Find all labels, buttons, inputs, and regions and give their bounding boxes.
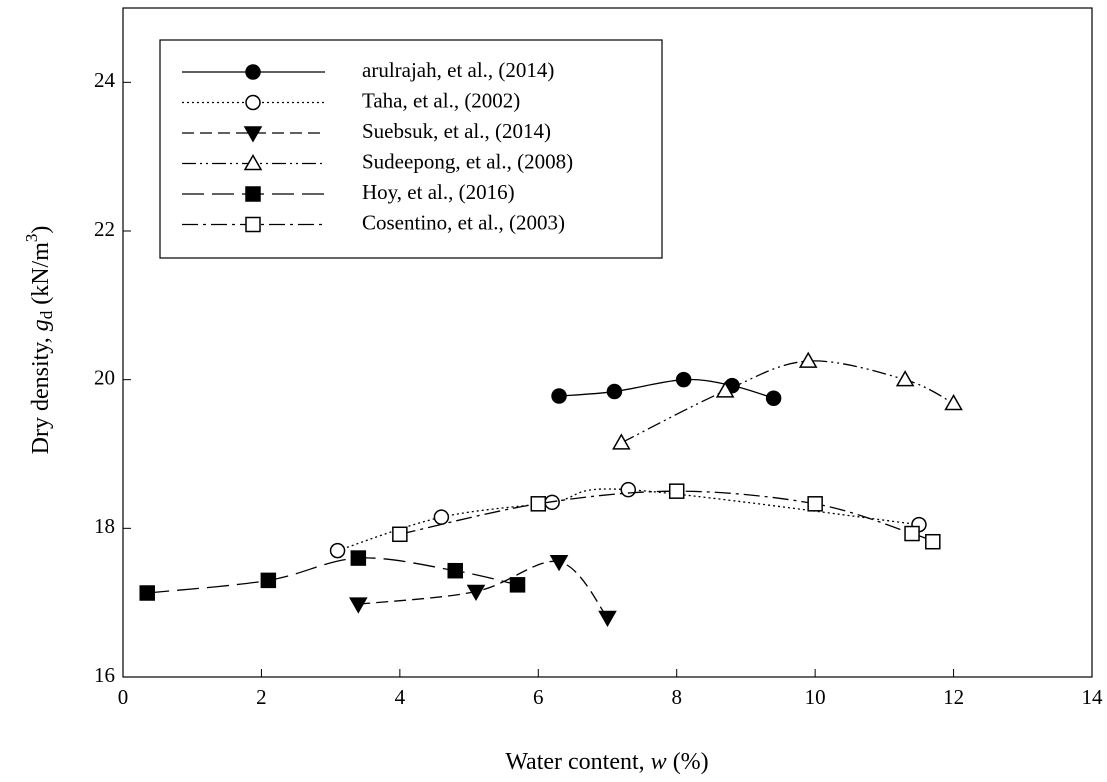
marker xyxy=(447,562,463,579)
legend-label: Hoy, et al., (2016) xyxy=(362,180,515,204)
y-label-part: Dry density, xyxy=(28,331,54,454)
y-label-part: (kN/m xyxy=(28,242,54,311)
x-tick-label: 10 xyxy=(805,685,826,709)
marker xyxy=(612,433,631,450)
marker xyxy=(466,584,486,602)
series-line xyxy=(337,488,920,552)
x-axis-label: Water content, w (%) xyxy=(505,749,708,775)
marker xyxy=(329,542,346,559)
marker xyxy=(620,481,637,498)
legend-label: Suebsuk, et al., (2014) xyxy=(362,119,551,143)
x-label-part: Water content, xyxy=(505,749,650,775)
marker xyxy=(598,610,617,628)
x-tick-label: 2 xyxy=(256,685,267,709)
marker xyxy=(243,126,263,143)
plot-frame xyxy=(122,7,1093,678)
series-line xyxy=(399,490,934,543)
y-tick-label: 24 xyxy=(94,68,116,92)
x-tick-label: 4 xyxy=(395,685,406,709)
marker xyxy=(349,597,368,614)
marker xyxy=(245,186,261,202)
marker xyxy=(245,94,261,111)
marker xyxy=(715,381,735,398)
marker xyxy=(243,153,263,171)
marker xyxy=(260,572,277,589)
marker xyxy=(675,371,692,388)
marker xyxy=(245,216,261,233)
x-tick-label: 14 xyxy=(1082,685,1104,709)
x-tick-label: 6 xyxy=(533,685,544,709)
y-label-part: 3 xyxy=(22,234,41,243)
marker xyxy=(139,585,155,601)
marker xyxy=(606,383,623,400)
marker xyxy=(807,496,823,512)
marker xyxy=(904,525,920,542)
x-tick-label: 0 xyxy=(118,685,129,709)
x-tick-label: 12 xyxy=(943,685,964,709)
y-tick-label: 16 xyxy=(94,663,115,687)
legend-label: arulrajah, et al., (2014) xyxy=(362,58,554,82)
y-label-part: d xyxy=(37,310,56,319)
legend-label: Cosentino, et al., (2003) xyxy=(362,210,565,234)
marker xyxy=(551,388,567,404)
marker xyxy=(433,509,450,525)
marker xyxy=(765,390,782,406)
y-tick-label: 18 xyxy=(94,514,115,538)
legend-label: Taha, et al., (2002) xyxy=(362,88,520,112)
marker xyxy=(392,526,408,543)
marker xyxy=(245,64,261,80)
x-label-part: (%) xyxy=(667,749,709,775)
marker xyxy=(668,483,685,499)
y-label-part: g xyxy=(28,319,54,331)
legend-label: Sudeepong, et al., (2008) xyxy=(362,149,573,173)
legend-box xyxy=(159,39,663,259)
marker xyxy=(549,555,569,572)
marker xyxy=(798,351,818,368)
marker xyxy=(925,533,941,550)
series-line xyxy=(147,557,518,594)
y-tick-label: 20 xyxy=(94,365,115,389)
x-label-part: w xyxy=(651,749,667,775)
x-tick-label: 8 xyxy=(671,685,682,709)
marker xyxy=(350,550,367,566)
marker xyxy=(530,496,547,512)
y-axis-label: Dry density, gd (kN/m3) xyxy=(22,226,56,455)
y-label-part: ) xyxy=(28,226,54,234)
y-tick-label: 22 xyxy=(94,217,115,241)
marker xyxy=(944,393,963,411)
marker xyxy=(895,370,915,387)
marker xyxy=(509,577,526,593)
series-line xyxy=(358,560,609,618)
series-line xyxy=(558,378,774,399)
